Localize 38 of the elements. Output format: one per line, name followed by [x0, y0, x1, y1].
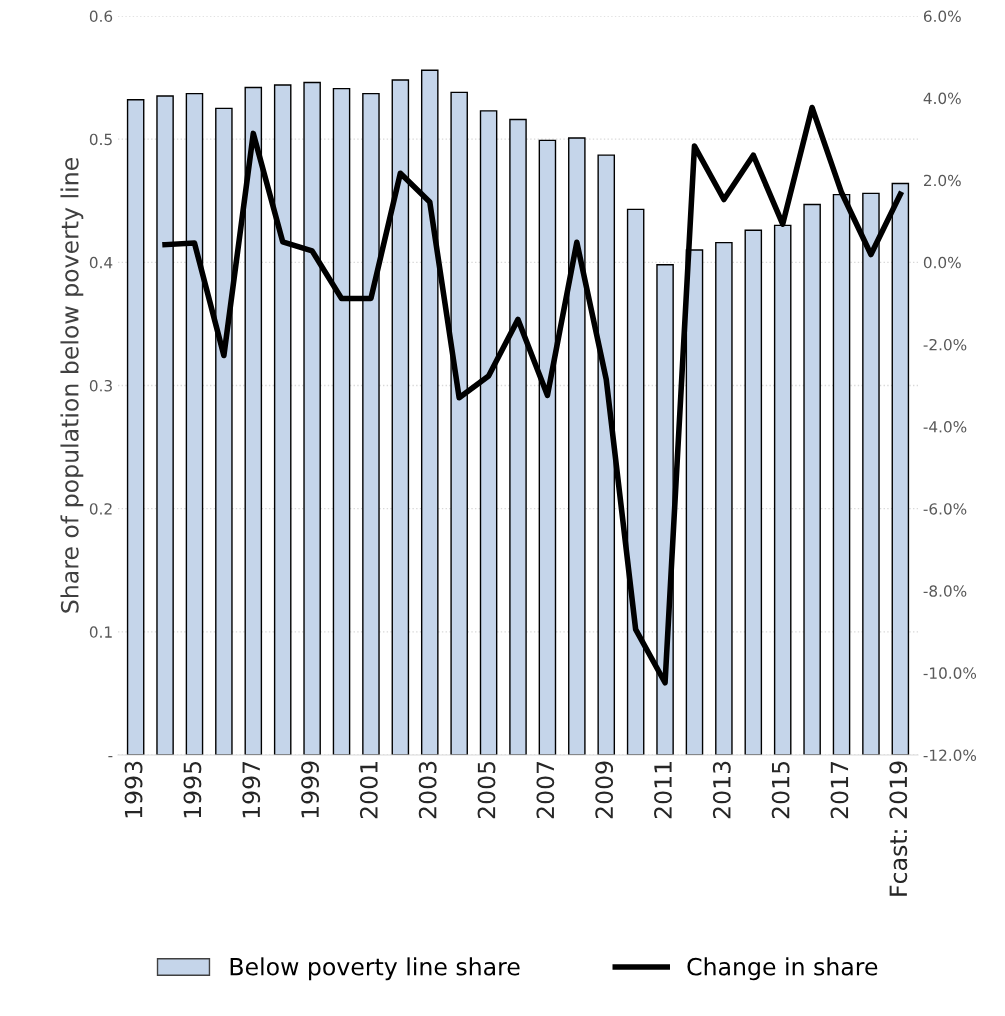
x-tick-label: 1999 [301, 761, 319, 818]
y2-tick-label: -4.0% [923, 421, 967, 433]
y-tick-label: - [108, 756, 113, 758]
y2-tick-label: -10.0% [923, 667, 977, 679]
bar [744, 229, 763, 755]
y-tick-label: 0.2 [89, 503, 112, 515]
x-tick-label: Fcast: 2019 [889, 761, 908, 896]
x-tick-label: 2009 [595, 761, 614, 819]
y-tick-label: 0.1 [89, 626, 112, 638]
y2-tick-label: -12.0% [923, 749, 977, 762]
y2-tick-label: 4.0% [923, 92, 961, 105]
y-tick-label: 0.5 [89, 133, 112, 146]
x-tick-label: 1995 [183, 761, 202, 818]
x-tick-label: 2005 [477, 761, 496, 819]
y2-tick-label: -8.0% [923, 585, 967, 597]
y2-tick-label: -2.0% [923, 338, 967, 351]
y2-tick-label: 2.0% [923, 174, 961, 187]
x-tick-label: 2003 [418, 761, 437, 819]
y-tick-label: 0.6 [89, 10, 113, 23]
bar [803, 203, 821, 755]
x-tick-label: 2017 [830, 761, 849, 819]
x-tick-label: 2011 [654, 762, 672, 819]
y2-tick-label: -6.0% [923, 503, 967, 515]
y-tick-label: 0.3 [89, 379, 112, 392]
y-tick-label: 0.4 [89, 256, 113, 269]
x-tick-label: 1993 [124, 761, 143, 818]
x-tick-label: 2007 [536, 761, 555, 819]
x-tick-label: 2015 [771, 761, 790, 819]
legend-label: Below poverty line share [230, 957, 520, 981]
bar [715, 241, 733, 755]
x-tick-label: 2001 [359, 762, 378, 819]
x-tick-label: 2013 [712, 761, 731, 819]
y-axis-title: Share of population below poverty line [60, 158, 84, 613]
bar [126, 99, 145, 755]
legend-label: Change in share [687, 957, 878, 981]
y2-tick-label: 6.0% [923, 10, 961, 23]
y2-tick-label: 0.0% [923, 256, 961, 269]
x-tick-label: 1997 [242, 761, 261, 818]
